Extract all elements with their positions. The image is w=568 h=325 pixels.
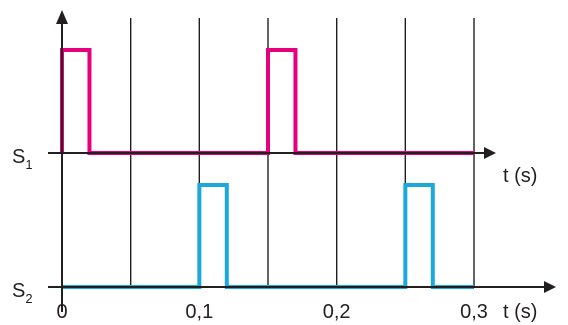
- labels: S1 S2 t (s) t (s): [12, 146, 537, 323]
- x-axis-label-upper: t (s): [503, 165, 537, 187]
- s2-label: S2: [12, 280, 33, 306]
- x-axis-s2-arrowhead: [544, 281, 556, 293]
- y-axis-arrowhead: [56, 10, 68, 24]
- x-tick-label: 0: [56, 301, 67, 323]
- x-tick-label: 0,1: [185, 301, 213, 323]
- axes: [48, 10, 556, 312]
- x-axis-label-lower: t (s): [503, 301, 537, 323]
- x-tick-label: 0,3: [460, 301, 488, 323]
- s1-label: S1: [12, 146, 33, 172]
- x-tick-label: 0,2: [323, 301, 351, 323]
- signal-s1-trace: [60, 48, 474, 155]
- x-axis-s1-arrowhead: [484, 147, 496, 159]
- x-tick-labels: 0 0,1 0,2 0,3: [56, 301, 487, 323]
